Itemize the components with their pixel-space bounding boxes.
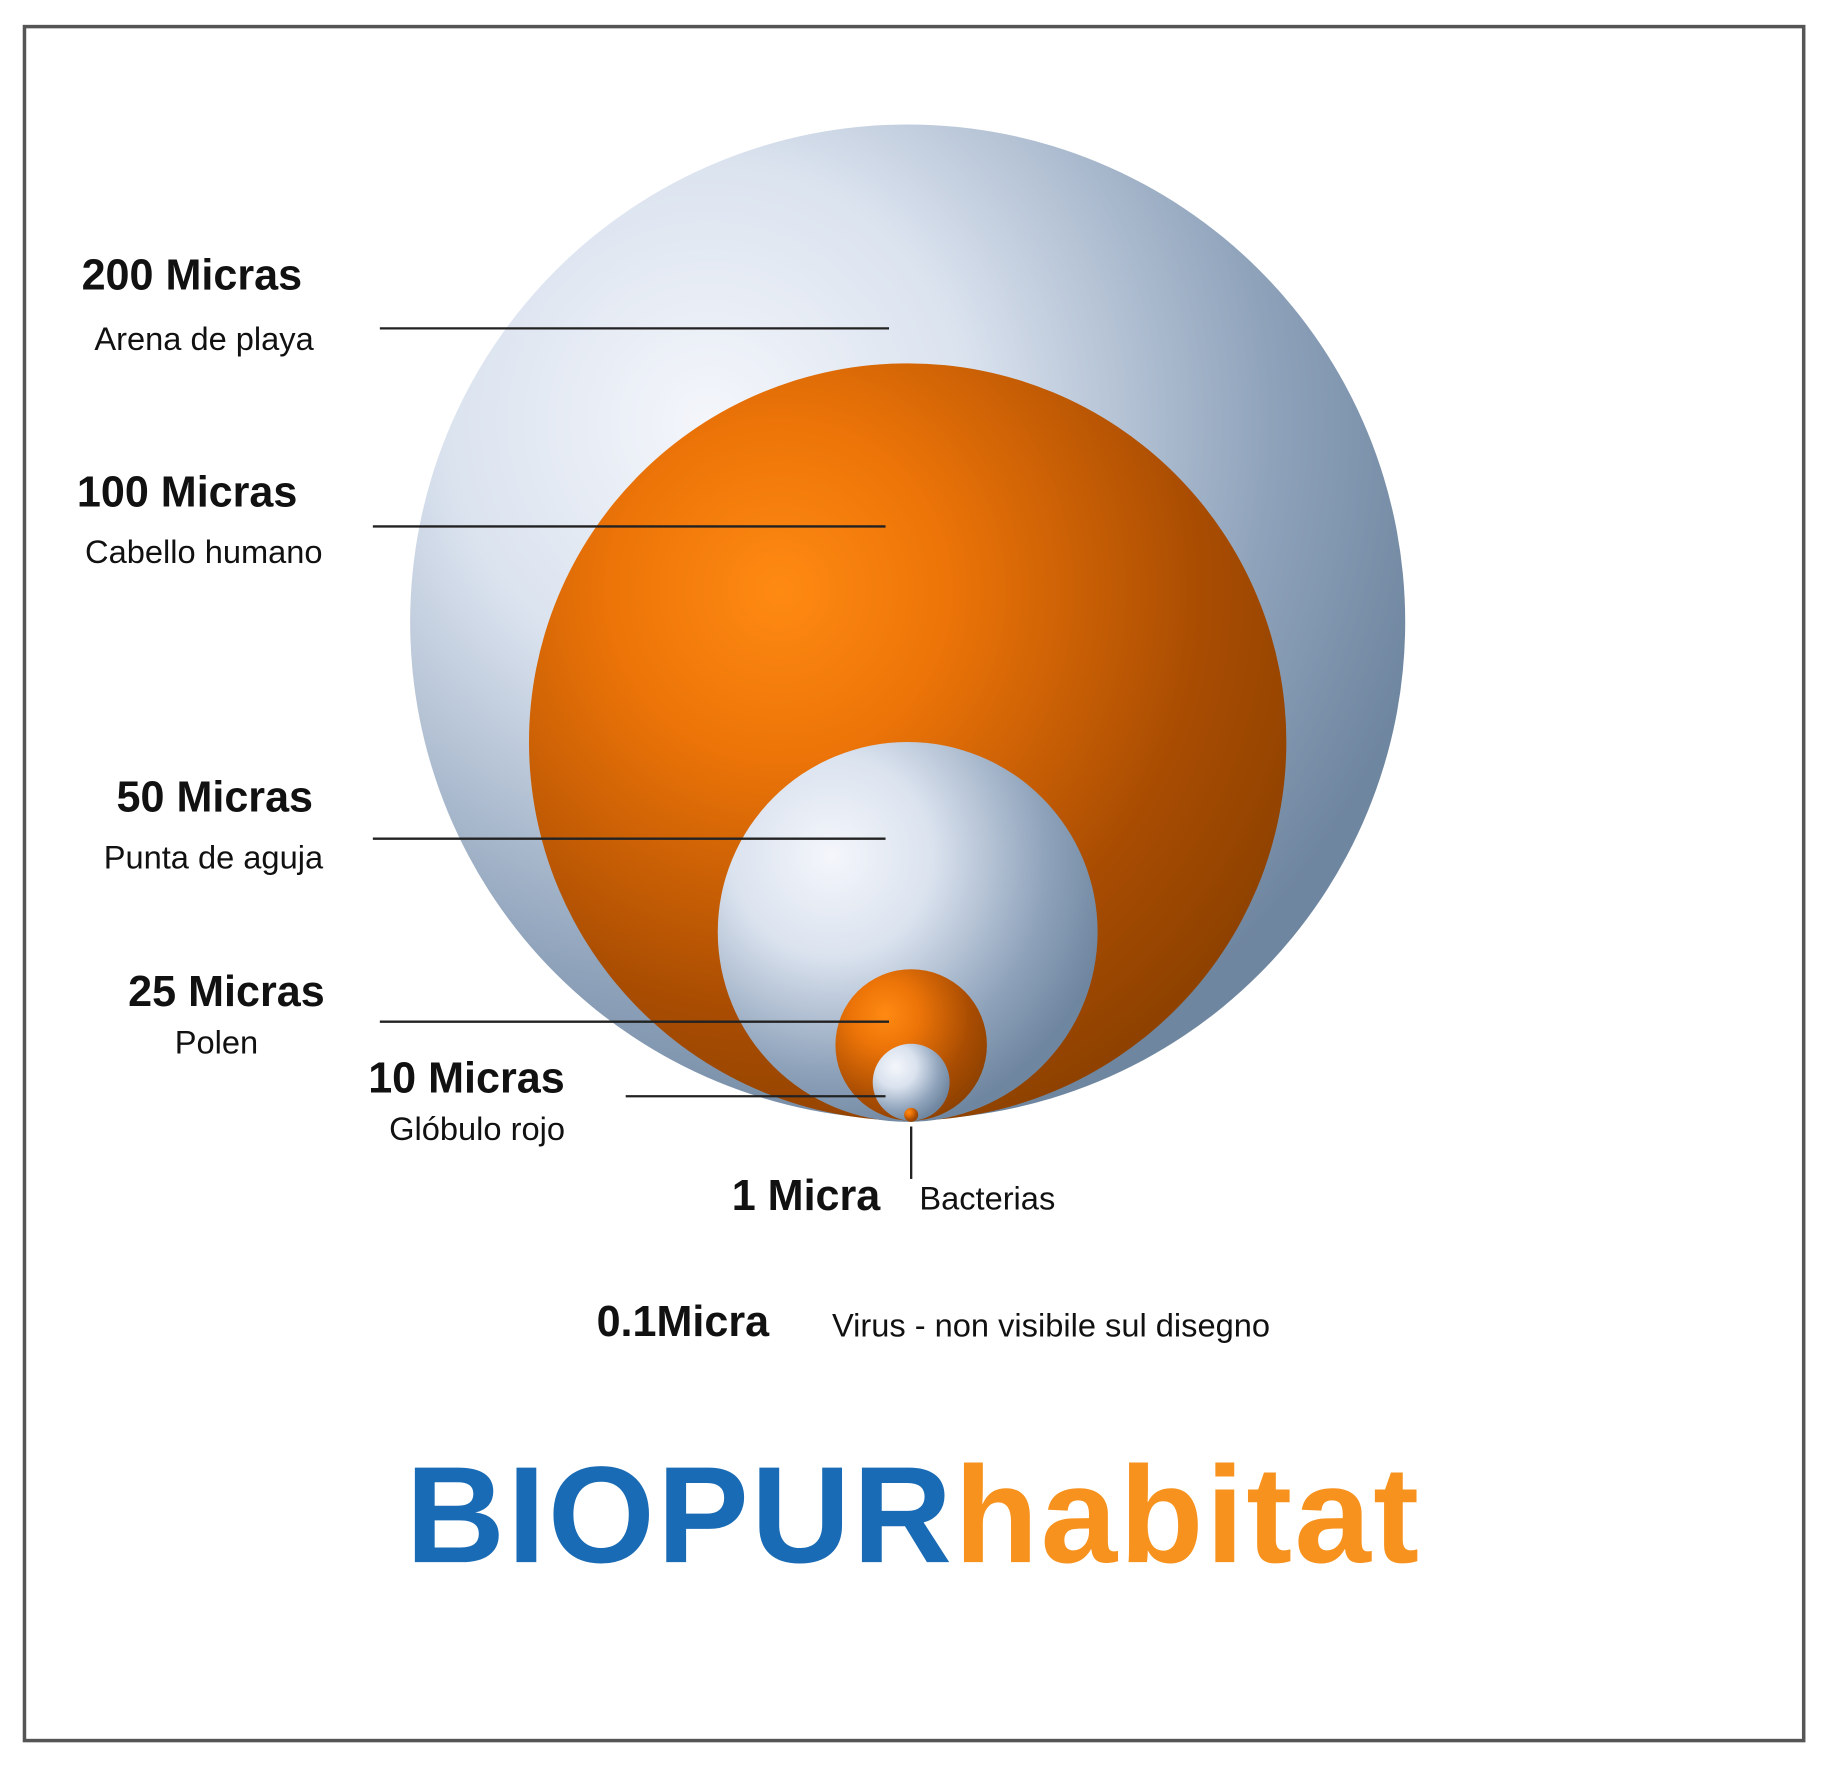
label: Polen bbox=[175, 1024, 258, 1061]
label: Virus - non visibile sul disegno bbox=[832, 1307, 1270, 1344]
label: Punta de aguja bbox=[104, 838, 324, 875]
size: 1 Micra bbox=[732, 1172, 882, 1220]
label: Glóbulo rojo bbox=[389, 1110, 565, 1147]
circle-10 bbox=[872, 1043, 950, 1121]
logo: BIOPURhabitat bbox=[406, 1439, 1422, 1592]
label: Cabello humano bbox=[85, 533, 323, 570]
size: 10 Micras bbox=[368, 1054, 565, 1102]
circles bbox=[410, 124, 1406, 1122]
circle-50 bbox=[717, 742, 1098, 1122]
label: Arena de playa bbox=[94, 320, 314, 357]
circle-1 bbox=[904, 1107, 919, 1122]
size: 200 Micras bbox=[82, 252, 303, 300]
size: 0.1Micra bbox=[597, 1298, 771, 1346]
logo-part: habitat bbox=[954, 1439, 1421, 1592]
logo-part: BIOPUR bbox=[406, 1439, 955, 1592]
size: 50 Micras bbox=[117, 774, 314, 822]
size: 25 Micras bbox=[128, 968, 325, 1016]
label: Bacterias bbox=[919, 1180, 1055, 1217]
leaders bbox=[372, 327, 913, 1179]
size: 100 Micras bbox=[77, 468, 298, 516]
